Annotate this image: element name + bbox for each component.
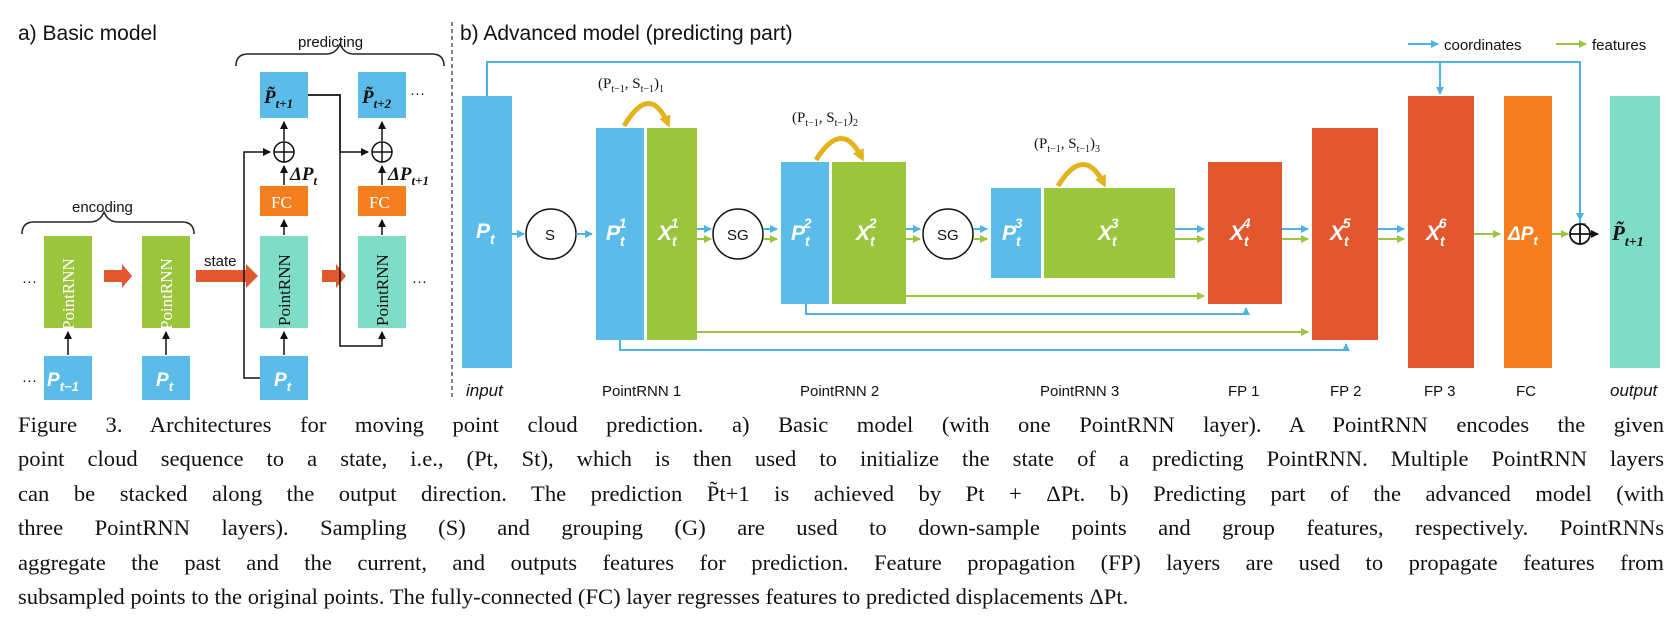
architecture-diagram: a) Basic model encoding predicting Point… xyxy=(18,22,1660,400)
caption-line-1: Figure 3. Architectures for moving point… xyxy=(18,412,1664,437)
ellipsis-pred-rnn: ··· xyxy=(412,273,427,290)
pointrnn2-p-label: Pt2 xyxy=(791,215,812,249)
predicting-fc-2-label: FC xyxy=(369,193,390,212)
fp1-label: Xt4 xyxy=(1229,215,1251,249)
pointrnn1-p-box xyxy=(596,128,644,340)
advanced-model-title: b) Advanced model (predicting part) xyxy=(460,22,793,45)
caption-line-2: point cloud sequence to a state, i.e., (… xyxy=(18,446,1664,472)
state-flow-arrow xyxy=(196,264,258,288)
pointrnn2-p-box xyxy=(781,162,829,304)
predicted-p-t2-box xyxy=(358,72,406,118)
encoding-input-pt-label: Pt xyxy=(156,370,174,394)
fp3-box xyxy=(1408,96,1474,368)
state-label: state xyxy=(204,253,237,270)
pred1-to-rnn2 xyxy=(308,94,386,347)
ellipsis-pred-top: ··· xyxy=(410,85,425,102)
bottom-label-fc: FC xyxy=(1516,383,1536,400)
encoding-input-pt xyxy=(142,356,190,400)
fp3-label: Xt6 xyxy=(1425,215,1447,249)
caption-line-3: can be stacked along the output directio… xyxy=(18,480,1664,506)
bottom-label-pointrnn3: PointRNN 3 xyxy=(1040,383,1119,400)
sg-node-2-label: SG xyxy=(937,227,959,244)
caption-line-6: subsampled points to the original points… xyxy=(18,584,1129,610)
encoding-label: encoding xyxy=(72,199,133,216)
ellipsis-rnn-left: ··· xyxy=(22,273,37,290)
input-box-label: Pt xyxy=(476,220,496,247)
predicted-p-t1-box xyxy=(260,72,308,118)
bottom-label-output: output xyxy=(1610,381,1659,400)
pointrnn1-state-loop xyxy=(621,101,671,128)
predicting-pointrnn-1-label: PointRNN xyxy=(275,254,294,326)
legend-features: features xyxy=(1592,37,1646,54)
pointrnn2-state-loop xyxy=(813,136,865,162)
bottom-label-fp3: FP 3 xyxy=(1424,383,1455,400)
fp2-label: Xt5 xyxy=(1329,215,1351,249)
bottom-label-fp2: FP 2 xyxy=(1330,383,1361,400)
figure-caption: Figure 3. Architectures for moving point… xyxy=(18,408,1664,614)
output-box-label: P̃t+1 xyxy=(1611,221,1644,250)
pointrnn3-x-label: Xt3 xyxy=(1097,215,1119,249)
encoding-input-ptm1-label: Pt−1 xyxy=(47,370,79,394)
bottom-label-pointrnn2: PointRNN 2 xyxy=(800,383,879,400)
rnn2-coord-skip-fp1 xyxy=(805,304,1250,315)
input-box xyxy=(462,96,512,368)
sampling-label: S xyxy=(545,227,555,244)
pointrnn1-x-box xyxy=(647,128,697,340)
encoding-brace xyxy=(21,209,195,235)
predicting-input-pt-label: Pt xyxy=(274,370,292,394)
pointrnn3-p-box xyxy=(991,188,1041,278)
enc-flow-arrow-1 xyxy=(104,264,132,288)
predicting-brace xyxy=(235,41,445,67)
predicting-fc-2 xyxy=(358,186,406,216)
encoding-input-ptm1 xyxy=(44,356,92,400)
predicting-pointrnn-1 xyxy=(260,236,308,328)
pointrnn3-state-label: (Pt−1, St−1)3 xyxy=(1034,136,1100,155)
pointrnn2-state-label: (Pt−1, St−1)2 xyxy=(792,110,858,129)
pointrnn1-p-label: Pt1 xyxy=(606,215,627,249)
skip-pt-to-sum1 xyxy=(243,148,271,379)
legend-coordinates: coordinates xyxy=(1444,37,1522,54)
pointrnn3-state-loop xyxy=(1055,162,1107,188)
predicting-fc-1-label: FC xyxy=(271,193,292,212)
caption-line-5: aggregate the past and the current, and … xyxy=(18,549,1664,575)
bottom-label-pointrnn1: PointRNN 1 xyxy=(602,383,681,400)
fp1-box xyxy=(1208,162,1282,304)
predicted-p-t1-label: P̃t+1 xyxy=(263,87,293,111)
pointrnn1-state-label: (Pt−1, St−1)1 xyxy=(598,76,664,95)
rnn1-coord-skip-fp2 xyxy=(619,340,1350,351)
sg-node-1 xyxy=(712,208,764,260)
pointrnn3-p-label: Pt3 xyxy=(1002,215,1023,249)
bottom-label-fp1: FP 1 xyxy=(1228,383,1259,400)
fc-box xyxy=(1504,96,1552,368)
predicting-input-pt xyxy=(260,356,308,400)
pointrnn3-x-box xyxy=(1044,188,1175,278)
bottom-label-input: input xyxy=(466,381,504,400)
basic-model-title: a) Basic model xyxy=(18,22,157,45)
delta-pt1-label: ΔPt+1 xyxy=(387,164,429,188)
encoding-pointrnn-2 xyxy=(142,236,190,328)
encoding-pointrnn-2-label: PointRNN xyxy=(157,258,176,330)
predicting-pointrnn-2-label: PointRNN xyxy=(373,254,392,326)
predicting-fc-1 xyxy=(260,186,308,216)
delta-pt-label: ΔPt xyxy=(289,164,318,188)
predicting-pointrnn-2 xyxy=(358,236,406,328)
ellipsis-input-left: ··· xyxy=(22,372,37,389)
predicted-p-t2-label: P̃t+2 xyxy=(361,87,392,111)
encoding-pointrnn-1 xyxy=(44,236,92,328)
fc-box-label: ΔPt xyxy=(1507,224,1538,248)
caption-line-4: three PointRNN layers). Sampling (S) and… xyxy=(18,515,1664,541)
predicting-label: predicting xyxy=(298,34,363,51)
sg-node-1-label: SG xyxy=(727,227,749,244)
output-box xyxy=(1610,96,1660,368)
pointrnn1-x-label: Xt1 xyxy=(657,215,679,249)
sg-node-2 xyxy=(922,208,974,260)
encoding-pointrnn-1-label: PointRNN xyxy=(59,258,78,330)
pred-flow-arrow xyxy=(322,264,346,288)
pointrnn2-x-box xyxy=(832,162,906,304)
fp2-box xyxy=(1312,128,1378,340)
pointrnn2-x-label: Xt2 xyxy=(855,215,877,249)
